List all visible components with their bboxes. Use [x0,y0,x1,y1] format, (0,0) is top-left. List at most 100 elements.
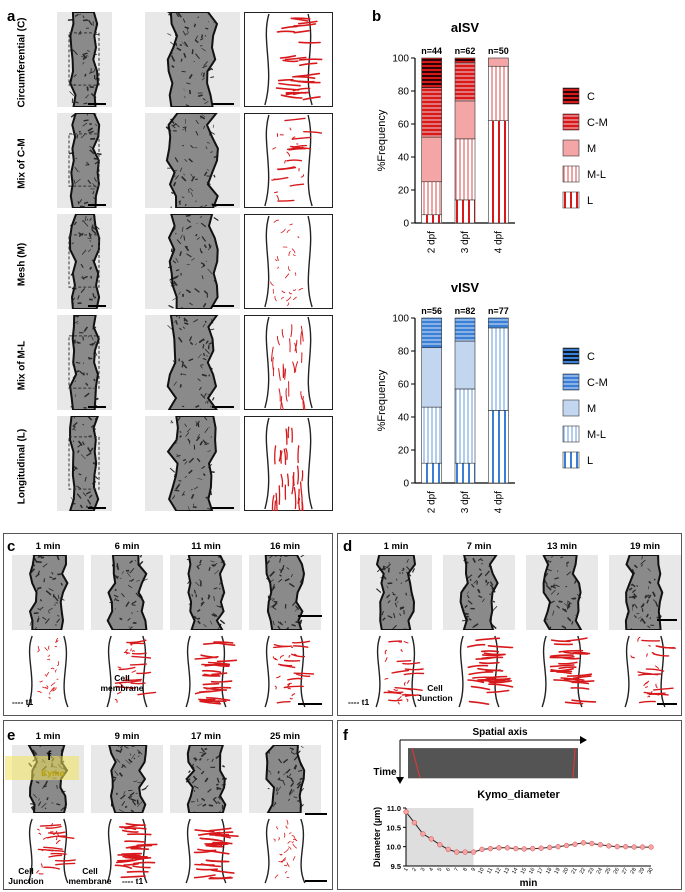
y-tick-label: 100 [392,54,409,65]
legend-label: C [587,351,595,363]
data-point [555,844,561,850]
tracing-CM [244,113,333,208]
inset-box [68,335,100,389]
legend-label: C-M [587,377,608,389]
scale-bar [88,507,106,509]
n-label: n=82 [455,306,476,316]
legend-swatch-M [562,139,580,157]
bar-segment-M [454,100,476,140]
x-tick-label: 19 [554,867,562,875]
legend-swatch-L [562,191,580,209]
annot-cell-junction: Cell Junction [417,683,453,703]
chart-title: Kymo_diameter [477,789,560,801]
x-tick-label: 2 dpf [427,231,438,253]
bar-segment-M-L [454,388,476,464]
y-tick-label: 40 [398,153,410,164]
y-axis-label: %Frequency [376,109,388,171]
time-label: 19 min [629,541,661,552]
bar-segment-C-M [454,62,476,102]
micrograph-overview-M [57,214,112,309]
annot-cell-junction: Cell Junction [8,866,44,886]
legend-label: M-L [587,429,606,441]
scale-bar [657,703,677,705]
panel-c-box [3,533,333,716]
legend-swatch-C [562,87,580,105]
bar-segment-C-M [421,317,442,349]
scale-bar [212,103,234,105]
data-point [437,842,443,848]
scale-bar [657,619,677,621]
row-label-M: Mesh (M) [16,242,28,286]
data-point [614,844,620,850]
micrograph-zoom-ML [145,315,240,410]
legend-t1: ---- t1 [348,697,370,707]
data-point [513,845,519,852]
panel-d-tracing [624,635,676,708]
panel-f-box [337,720,682,890]
data-point [445,846,451,853]
panel-e-frame [170,745,242,813]
x-tick-label: 2 dpf [427,491,438,513]
y-tick-label: 10.5 [386,823,401,832]
x-tick-label: 1 [403,867,410,873]
x-tick-label: 20 [562,867,570,875]
scale-bar [298,615,322,617]
bar-segment-L [421,214,442,224]
y-tick-label: 9.5 [391,862,401,871]
annot-cell-membrane: Cell membrane [100,673,144,693]
y-tick-label: 0 [403,219,409,230]
scale-bar [212,507,234,509]
annot-cell-membrane: Cell membrane [68,866,112,886]
bar-segment-M [454,340,476,390]
chart-Kymo_diameter: Kymo_diameter 9.5 10.0 10.5 11.0 Diameter (µm… [372,789,655,887]
y-tick-label: 20 [398,186,410,197]
time-label: 1 min [35,541,61,552]
bar-segment-C-M [488,317,509,329]
panel-label-b: b [372,8,382,25]
panel-d-frame [609,555,681,630]
bar-segment-M [488,57,509,67]
bar-segment-M-L [488,65,509,122]
micrograph-zoom-C [145,12,240,107]
chart-title: vISV [451,280,480,295]
x-tick-label: 6 [445,867,452,873]
legend-label: C [587,91,595,103]
bar-segment-M [421,347,442,408]
scale-bar [305,880,327,882]
legend-swatch-M-L [562,425,580,443]
data-point [479,846,485,853]
scale-bar [212,305,234,307]
x-tick-label: 4 dpf [493,491,504,513]
legend-swatch-C-M [562,113,580,131]
x-tick-label: 25 [604,867,612,875]
panel-label-f: f [343,727,348,744]
legend-label: M-L [587,169,606,181]
y-tick-label: 60 [398,380,410,391]
time-label: 9 min [114,731,140,742]
n-label: n=44 [421,46,442,56]
n-label: n=50 [488,46,509,56]
legend-label: C-M [587,117,608,129]
panel-label-d: d [343,538,353,555]
stacked-bar-charts: aISV 0 20 40 60 80 100 %Frequency n=44 2 dpf n=62 3… [376,20,608,513]
scale-bar [88,305,106,307]
x-tick-label: 13 [503,867,511,875]
x-tick-label: 29 [638,867,646,875]
panel-c-tracing [264,635,315,708]
time-label: 1 min [383,541,409,552]
tracing-ML [244,315,333,410]
x-tick-label: 3 dpf [460,491,471,513]
shaded-region [406,808,474,866]
kymograph-and-diameter: Kymo_diameter 9.5 10.0 10.5 11.0 Diameter (µm… [372,736,655,887]
inset-box [68,32,100,86]
x-tick-label: 14 [511,867,519,875]
bar-segment-C-M [454,317,476,342]
micrograph-zoom-M [145,214,240,309]
legend-label: L [587,195,593,207]
panel-e-frame [249,745,321,813]
x-tick-label: 16 [528,867,536,875]
n-label: n=77 [488,306,509,316]
bar-segment-L [488,410,509,484]
data-point [572,841,578,847]
data-point [504,845,511,851]
